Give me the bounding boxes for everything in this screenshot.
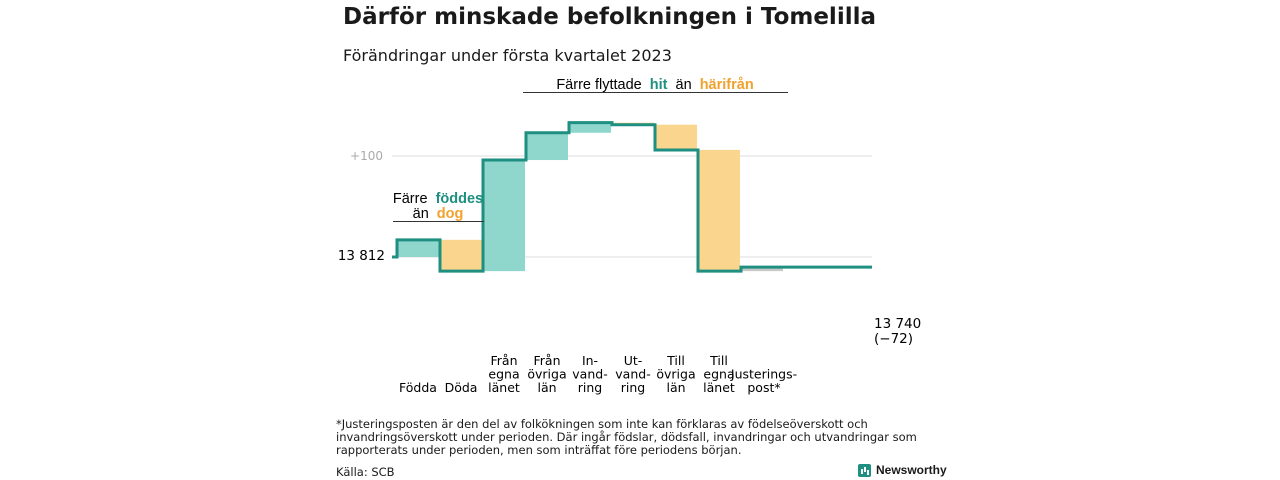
birth-annotation-highlight-1: föddes bbox=[436, 191, 484, 207]
category-label: Ut-vand-ring bbox=[615, 353, 650, 395]
waterfall-bar bbox=[483, 160, 525, 272]
svg-text:Färre föddes: Färre föddes bbox=[393, 191, 483, 207]
bar-layer bbox=[397, 122, 783, 272]
migration-annotation-highlight-1: hit bbox=[650, 77, 668, 93]
category-label: Från egna länet bbox=[488, 353, 520, 395]
waterfall-bar bbox=[569, 122, 611, 133]
chart-subtitle: Förändringar under första kvartalet 2023 bbox=[343, 46, 672, 65]
migration-annotation-text-2: än bbox=[676, 77, 692, 93]
footnote: *Justeringsposten är den del av folkökni… bbox=[336, 417, 917, 457]
category-label: In-vand-ring bbox=[572, 353, 607, 395]
end-change-label: (−72) bbox=[874, 331, 913, 347]
waterfall-bar bbox=[655, 124, 697, 150]
newsworthy-logo-icon bbox=[858, 463, 871, 477]
migration-annotation: Färre flyttade hit än härifrån bbox=[523, 77, 788, 93]
birth-annotation-text-2: än bbox=[413, 206, 429, 222]
category-label: Till egna länet bbox=[703, 353, 735, 395]
y-tick-label: +100 bbox=[350, 149, 383, 163]
svg-text:Färre flyttade hit: Färre flyttade hit än härifrån bbox=[556, 77, 753, 93]
category-label: Från övriga län bbox=[527, 353, 566, 395]
birth-death-annotation: Färre föddes än dog bbox=[393, 191, 484, 222]
waterfall-bar bbox=[440, 239, 482, 272]
category-label: Justerings-post* bbox=[730, 367, 797, 396]
waterfall-bar bbox=[741, 267, 783, 272]
newsworthy-logo: Newsworthy bbox=[858, 463, 947, 477]
category-label: Födda bbox=[399, 380, 437, 395]
birth-annotation-text-1: Färre bbox=[393, 191, 428, 207]
waterfall-bar bbox=[698, 149, 740, 272]
category-label: Till övriga län bbox=[656, 353, 695, 395]
chart-title: Därför minskade befolkningen i Tomelilla bbox=[343, 4, 876, 30]
birth-annotation-highlight-2: dog bbox=[437, 206, 464, 222]
migration-annotation-text-1: Färre flyttade bbox=[556, 77, 641, 93]
cumulative-step-line bbox=[392, 121, 872, 273]
end-value-label: 13 740 bbox=[874, 316, 921, 332]
source-label: Källa: SCB bbox=[336, 465, 395, 479]
svg-text:än dog: än dog bbox=[413, 206, 464, 222]
category-label: Döda bbox=[445, 380, 478, 395]
start-value-label: 13 812 bbox=[338, 248, 385, 264]
waterfall-chart: +100 Färre föddes än dog Färre flyttade … bbox=[338, 77, 922, 395]
waterfall-bar bbox=[526, 132, 568, 161]
waterfall-bar bbox=[397, 239, 439, 257]
migration-annotation-highlight-2: härifrån bbox=[700, 77, 754, 93]
logo-text: Newsworthy bbox=[876, 463, 947, 477]
